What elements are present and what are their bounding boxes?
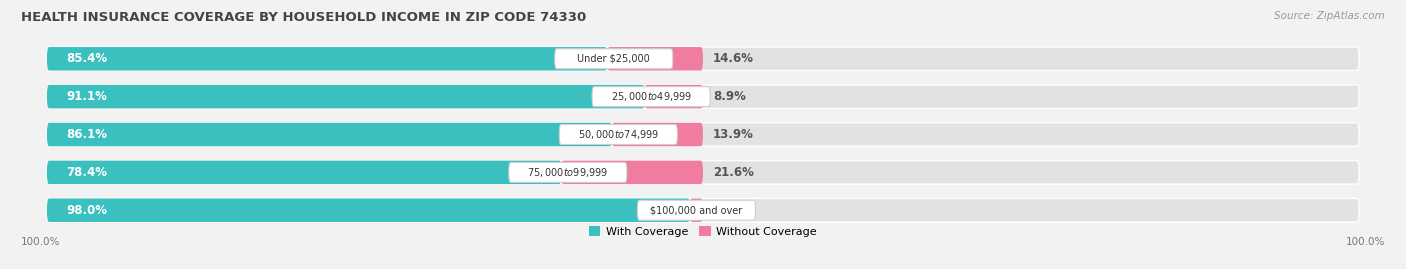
Text: 13.9%: 13.9%	[713, 128, 754, 141]
Text: $50,000 to $74,999: $50,000 to $74,999	[578, 128, 659, 141]
FancyBboxPatch shape	[46, 47, 1360, 70]
FancyBboxPatch shape	[644, 85, 703, 108]
FancyBboxPatch shape	[46, 199, 690, 222]
Text: 14.6%: 14.6%	[713, 52, 754, 65]
Text: HEALTH INSURANCE COVERAGE BY HOUSEHOLD INCOME IN ZIP CODE 74330: HEALTH INSURANCE COVERAGE BY HOUSEHOLD I…	[21, 11, 586, 24]
Text: Under $25,000: Under $25,000	[578, 54, 650, 64]
FancyBboxPatch shape	[592, 87, 710, 107]
Text: 8.9%: 8.9%	[713, 90, 745, 103]
Text: 98.0%: 98.0%	[66, 204, 107, 217]
FancyBboxPatch shape	[46, 161, 1360, 184]
FancyBboxPatch shape	[46, 123, 1360, 146]
Text: $100,000 and over: $100,000 and over	[651, 205, 742, 215]
Text: 91.1%: 91.1%	[66, 90, 107, 103]
FancyBboxPatch shape	[637, 200, 755, 220]
Text: $25,000 to $49,999: $25,000 to $49,999	[610, 90, 692, 103]
Text: 78.4%: 78.4%	[66, 166, 107, 179]
FancyBboxPatch shape	[46, 47, 607, 70]
FancyBboxPatch shape	[612, 123, 703, 146]
FancyBboxPatch shape	[560, 125, 678, 144]
FancyBboxPatch shape	[46, 161, 561, 184]
Text: 2.0%: 2.0%	[713, 204, 745, 217]
FancyBboxPatch shape	[690, 199, 703, 222]
FancyBboxPatch shape	[46, 85, 1360, 108]
Text: 86.1%: 86.1%	[66, 128, 107, 141]
FancyBboxPatch shape	[509, 162, 627, 182]
FancyBboxPatch shape	[555, 49, 673, 69]
FancyBboxPatch shape	[46, 85, 644, 108]
FancyBboxPatch shape	[46, 199, 1360, 222]
Text: 85.4%: 85.4%	[66, 52, 108, 65]
FancyBboxPatch shape	[561, 161, 703, 184]
Text: $75,000 to $99,999: $75,000 to $99,999	[527, 166, 609, 179]
FancyBboxPatch shape	[46, 123, 612, 146]
Text: 21.6%: 21.6%	[713, 166, 754, 179]
Legend: With Coverage, Without Coverage: With Coverage, Without Coverage	[585, 222, 821, 241]
FancyBboxPatch shape	[607, 47, 703, 70]
Text: 100.0%: 100.0%	[1346, 238, 1385, 247]
Text: Source: ZipAtlas.com: Source: ZipAtlas.com	[1274, 11, 1385, 21]
Text: 100.0%: 100.0%	[21, 238, 60, 247]
